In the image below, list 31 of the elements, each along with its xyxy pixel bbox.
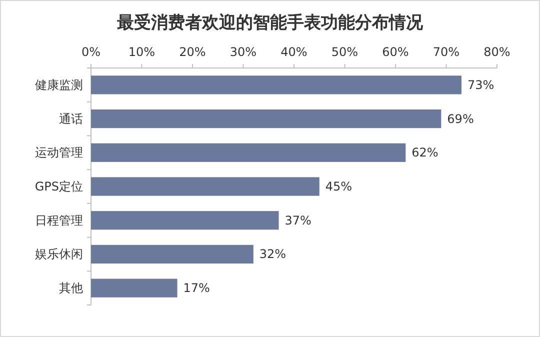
y-tick-label: 其他	[59, 281, 83, 296]
y-tick-label: 运动管理	[35, 146, 83, 160]
y-tick-label: 日程管理	[35, 213, 83, 228]
x-tick-label: 40%	[280, 45, 308, 59]
bar	[91, 76, 462, 94]
data-label: 17%	[183, 281, 210, 296]
data-label: 32%	[259, 247, 286, 262]
data-label: 73%	[467, 78, 494, 92]
data-label: 37%	[284, 213, 312, 228]
y-tick-label: 通话	[59, 112, 83, 126]
x-tick-label: 30%	[230, 45, 257, 59]
chart-title: 最受消费者欢迎的智能手表功能分布情况	[116, 13, 424, 33]
bar	[91, 211, 279, 230]
x-tick-label: 20%	[179, 45, 206, 59]
bar	[91, 278, 178, 298]
y-tick-label: GPS定位	[34, 180, 83, 194]
x-tick-label: 60%	[382, 45, 409, 59]
x-tick-label: 10%	[128, 45, 156, 59]
x-tick-label: 50%	[331, 45, 358, 59]
bar	[91, 244, 254, 264]
y-tick-label: 健康监测	[35, 78, 83, 92]
data-label: 45%	[325, 180, 352, 194]
bar	[91, 143, 406, 162]
x-tick-label: 70%	[432, 45, 460, 59]
bar	[91, 177, 320, 196]
data-label: 62%	[412, 146, 438, 160]
x-tick-label: 80%	[484, 45, 510, 59]
data-label: 69%	[447, 112, 474, 126]
x-tick-label: 0%	[81, 45, 101, 59]
y-tick-label: 娱乐休闲	[35, 247, 83, 262]
bar	[91, 109, 442, 128]
